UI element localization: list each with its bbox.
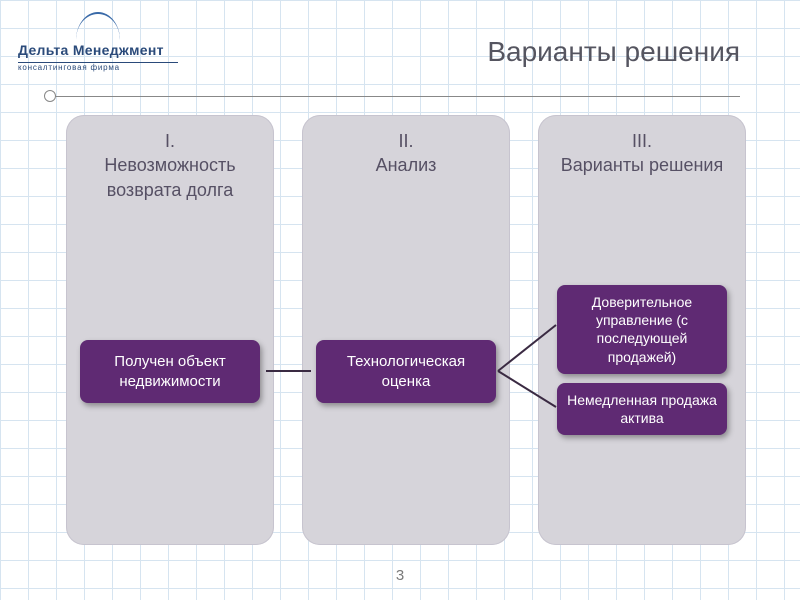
column-2-heading: Анализ (376, 155, 437, 175)
column-3-header: III. Варианты решения (548, 129, 736, 178)
logo-text-line1: Дельта Менеджмент (18, 42, 178, 59)
column-2: II. Анализ Технологическая оценка (302, 115, 510, 545)
column-3-roman: III. (548, 129, 736, 153)
slide-title: Варианты решения (487, 36, 740, 68)
column-1-header: I. Невозможность возврата долга (76, 129, 264, 202)
page-number: 3 (396, 567, 404, 584)
column-3: III. Варианты решения Доверительное упра… (538, 115, 746, 545)
logo-text-line2: консалтинговая фирма (18, 63, 178, 73)
column-2-header: II. Анализ (312, 129, 500, 178)
node-trust-mgmt: Доверительное управление (с последующей … (557, 285, 727, 374)
horizontal-rule (50, 96, 740, 97)
node-immediate-sale: Немедленная продажа актива (557, 383, 727, 435)
logo: Дельта Менеджмент консалтинговая фирма (18, 12, 178, 72)
column-1-heading: Невозможность возврата долга (104, 155, 235, 199)
node-received-property: Получен объект недвижимости (80, 340, 260, 403)
column-2-roman: II. (312, 129, 500, 153)
rule-dot-icon (44, 90, 56, 102)
logo-swoosh-icon (76, 12, 120, 40)
column-3-heading: Варианты решения (561, 155, 723, 175)
column-1-roman: I. (76, 129, 264, 153)
node-tech-eval: Технологическая оценка (316, 340, 496, 403)
column-1: I. Невозможность возврата долга Получен … (66, 115, 274, 545)
columns-container: I. Невозможность возврата долга Получен … (66, 115, 746, 545)
